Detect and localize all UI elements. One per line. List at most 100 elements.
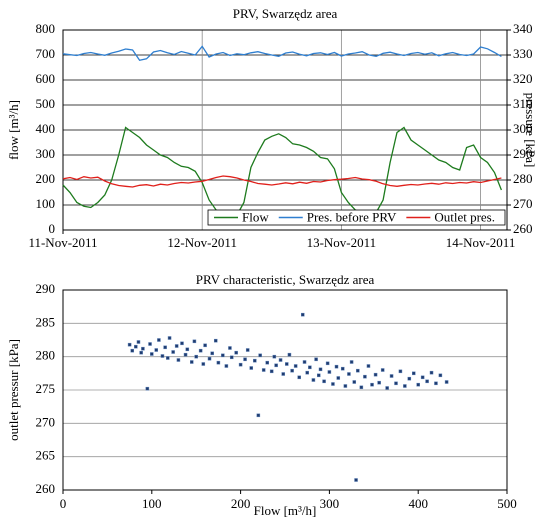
scatter-point xyxy=(183,352,188,357)
scatter-point xyxy=(314,357,318,362)
scatter-point xyxy=(258,353,262,358)
scatter-point xyxy=(265,360,269,365)
scatter-point xyxy=(438,373,443,378)
scatter-point xyxy=(322,379,326,384)
y-tick-label: 200 xyxy=(36,171,56,186)
x-tick-label: 14-Nov-2011 xyxy=(446,235,516,250)
scatter-point xyxy=(249,366,254,370)
scatter-point xyxy=(148,342,152,346)
scatter-point xyxy=(185,347,190,352)
y-tick-label: 290 xyxy=(36,281,56,296)
series-line xyxy=(62,175,502,188)
x-tick-label: 500 xyxy=(497,496,517,511)
x-tick-label: 100 xyxy=(142,496,162,511)
scatter-point xyxy=(297,375,301,380)
scatter-point xyxy=(228,346,232,350)
y-tick-label: 280 xyxy=(36,348,56,363)
scatter-point xyxy=(407,376,412,381)
scatter-point xyxy=(154,348,158,352)
scatter-point xyxy=(190,360,194,364)
scatter-point xyxy=(385,386,389,390)
scatter-point xyxy=(336,376,341,380)
scatter-point xyxy=(176,358,181,362)
x-tick-label: 400 xyxy=(408,496,428,511)
scatter-point xyxy=(201,362,206,366)
scatter-point xyxy=(316,373,321,378)
legend-label: Flow xyxy=(242,209,269,224)
y-tick-label: 500 xyxy=(36,96,56,111)
scatter-point xyxy=(302,360,307,364)
scatter-point xyxy=(238,362,243,367)
series-line xyxy=(62,126,503,221)
scatter-point xyxy=(194,354,198,359)
scatter-point xyxy=(207,356,212,361)
x-tick-label: 300 xyxy=(320,496,340,511)
scatter-point xyxy=(331,382,335,386)
scatter-point xyxy=(334,364,339,369)
scatter-point xyxy=(256,413,261,418)
chart-title: PRV, Swarzędz area xyxy=(233,6,338,21)
scatter-point xyxy=(366,364,371,368)
scatter-point xyxy=(278,358,283,362)
scatter-point xyxy=(290,368,294,373)
y-tick-label: 270 xyxy=(36,414,56,429)
legend-label: Outlet pres. xyxy=(434,209,495,224)
y2-tick-label: 270 xyxy=(513,196,533,211)
scatter-point xyxy=(160,354,165,358)
scatter-point xyxy=(243,357,247,362)
scatter-point xyxy=(354,478,358,482)
scatter-point xyxy=(377,380,381,385)
scatter-point xyxy=(166,356,170,360)
x-tick-label: 12-Nov-2011 xyxy=(167,235,237,250)
scatter-point xyxy=(363,374,367,379)
scatter-point xyxy=(352,380,357,384)
scatter-point xyxy=(136,340,141,344)
x-tick-label: 0 xyxy=(60,496,67,511)
y-tick-label: 265 xyxy=(36,448,56,463)
scatter-point xyxy=(269,369,274,374)
scatter-point xyxy=(167,336,172,340)
scatter-point xyxy=(311,378,316,382)
scatter-point xyxy=(359,385,364,390)
y-tick-label: 300 xyxy=(36,146,56,161)
x-axis-label: Flow [m³/h] xyxy=(254,503,317,517)
plot-frame xyxy=(62,29,508,231)
y-tick-label: 100 xyxy=(36,196,56,211)
scatter-point xyxy=(356,368,360,373)
scatter-point xyxy=(412,371,416,376)
scatter-point xyxy=(389,374,394,378)
y2-tick-label: 330 xyxy=(513,46,533,61)
scatter-point xyxy=(394,381,398,386)
y-tick-label: 0 xyxy=(49,221,56,236)
scatter-point xyxy=(139,350,143,355)
scatter-point xyxy=(141,346,145,351)
y-tick-label: 600 xyxy=(36,71,56,86)
scatter-point xyxy=(261,368,266,372)
scatter-point xyxy=(301,312,305,317)
scatter-point xyxy=(192,339,197,344)
scatter-point xyxy=(171,350,175,354)
y2-tick-label: 340 xyxy=(513,21,533,36)
y2-tick-label: 310 xyxy=(513,96,533,111)
legend-box xyxy=(207,209,506,226)
y2-tick-label: 260 xyxy=(513,221,533,236)
scatter-point xyxy=(145,386,150,391)
series-line xyxy=(62,45,502,62)
y2-tick-label: 280 xyxy=(513,171,533,186)
y-tick-label: 260 xyxy=(36,481,56,496)
x-tick-label: 11-Nov-2011 xyxy=(28,235,97,250)
scatter-point xyxy=(130,348,135,353)
scatter-point xyxy=(127,342,132,347)
scatter-point xyxy=(349,360,354,364)
scatter-point xyxy=(150,352,154,356)
scatter-point xyxy=(347,372,351,376)
scatter-point xyxy=(213,338,218,343)
legend-label: Pres. before PRV xyxy=(307,209,397,224)
y2-axis-label: pressure [kPa] xyxy=(523,93,535,168)
scatter-point xyxy=(327,370,332,374)
y2-tick-label: 320 xyxy=(513,71,533,86)
scatter-point xyxy=(203,343,207,348)
scatter-point xyxy=(308,365,312,370)
scatter-point xyxy=(425,379,429,384)
